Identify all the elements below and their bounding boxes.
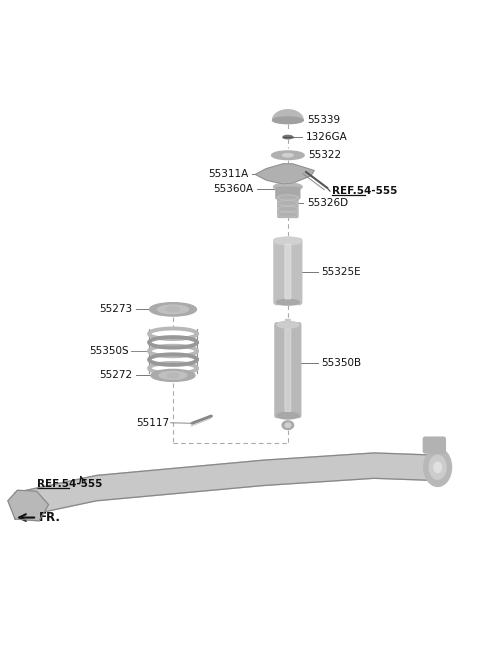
FancyBboxPatch shape — [278, 191, 298, 217]
Ellipse shape — [277, 412, 299, 419]
Ellipse shape — [274, 237, 302, 245]
Ellipse shape — [282, 421, 294, 430]
Text: 55117: 55117 — [136, 418, 169, 428]
Polygon shape — [8, 490, 48, 521]
Ellipse shape — [429, 455, 446, 479]
FancyBboxPatch shape — [285, 329, 291, 411]
Ellipse shape — [159, 372, 187, 379]
Ellipse shape — [283, 135, 293, 139]
FancyBboxPatch shape — [286, 319, 290, 401]
Text: 55322: 55322 — [308, 150, 341, 160]
FancyBboxPatch shape — [275, 323, 301, 417]
Ellipse shape — [277, 321, 299, 328]
Text: 1326GA: 1326GA — [306, 132, 348, 142]
Ellipse shape — [278, 206, 298, 212]
Ellipse shape — [424, 448, 452, 486]
Text: FR.: FR. — [39, 511, 61, 524]
Ellipse shape — [279, 202, 297, 204]
Ellipse shape — [274, 183, 302, 191]
Ellipse shape — [167, 373, 179, 378]
Text: 55350B: 55350B — [322, 358, 361, 368]
Polygon shape — [15, 453, 441, 518]
Text: 55339: 55339 — [307, 116, 340, 125]
Ellipse shape — [278, 212, 298, 217]
Ellipse shape — [150, 303, 196, 316]
FancyBboxPatch shape — [423, 437, 445, 453]
Text: 55273: 55273 — [99, 304, 132, 314]
Ellipse shape — [434, 462, 442, 472]
FancyBboxPatch shape — [274, 238, 302, 305]
Ellipse shape — [157, 305, 189, 313]
Text: REF.54-555: REF.54-555 — [332, 186, 398, 196]
Text: 55326D: 55326D — [307, 198, 348, 208]
Text: REF.54-555: REF.54-555 — [36, 479, 102, 489]
Text: 55350S: 55350S — [89, 346, 129, 356]
Text: 55325E: 55325E — [322, 267, 361, 277]
Ellipse shape — [285, 423, 291, 427]
Ellipse shape — [273, 117, 303, 124]
Ellipse shape — [278, 200, 298, 206]
Polygon shape — [273, 110, 303, 120]
Text: 55360A: 55360A — [213, 184, 253, 194]
Ellipse shape — [278, 195, 298, 200]
Ellipse shape — [279, 196, 297, 199]
Ellipse shape — [279, 213, 297, 216]
FancyBboxPatch shape — [285, 244, 291, 299]
Text: 55311A: 55311A — [208, 170, 248, 179]
Ellipse shape — [283, 154, 293, 157]
Ellipse shape — [166, 307, 180, 312]
FancyBboxPatch shape — [276, 187, 300, 199]
Ellipse shape — [151, 369, 195, 381]
Ellipse shape — [276, 300, 300, 305]
Polygon shape — [255, 164, 314, 184]
Text: 55272: 55272 — [99, 371, 132, 380]
Ellipse shape — [279, 208, 297, 210]
Ellipse shape — [272, 151, 304, 160]
